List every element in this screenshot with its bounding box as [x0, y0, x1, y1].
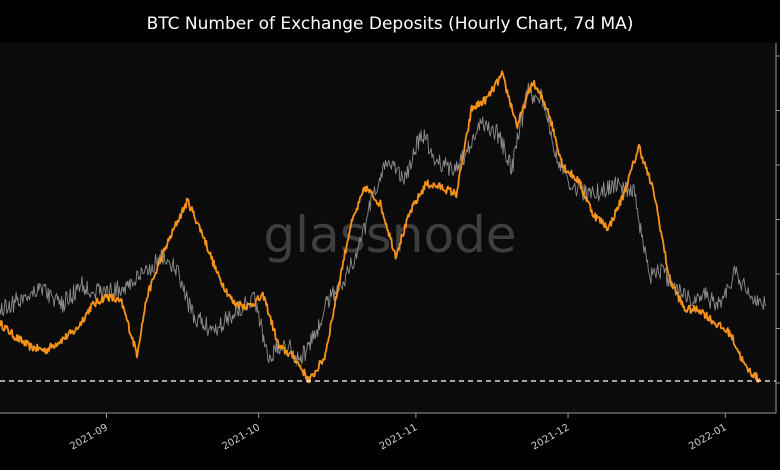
x-tick-label: 2021-10 [220, 422, 262, 452]
y-axis [776, 55, 780, 384]
x-tick-label: 2022-01 [687, 422, 729, 452]
plot-background [0, 43, 776, 413]
chart-title: BTC Number of Exchange Deposits (Hourly … [146, 14, 634, 34]
series-line-0 [0, 70, 762, 384]
x-tick-label: 2021-12 [530, 422, 572, 452]
series-layer [0, 70, 767, 384]
x-tick-label: 2021-09 [68, 422, 110, 452]
x-axis: 2021-09 2021-10 2021-11 2021-12 2022-01 [68, 413, 729, 452]
series-line-1 [0, 82, 767, 366]
x-tick-label: 2021-11 [378, 422, 420, 452]
